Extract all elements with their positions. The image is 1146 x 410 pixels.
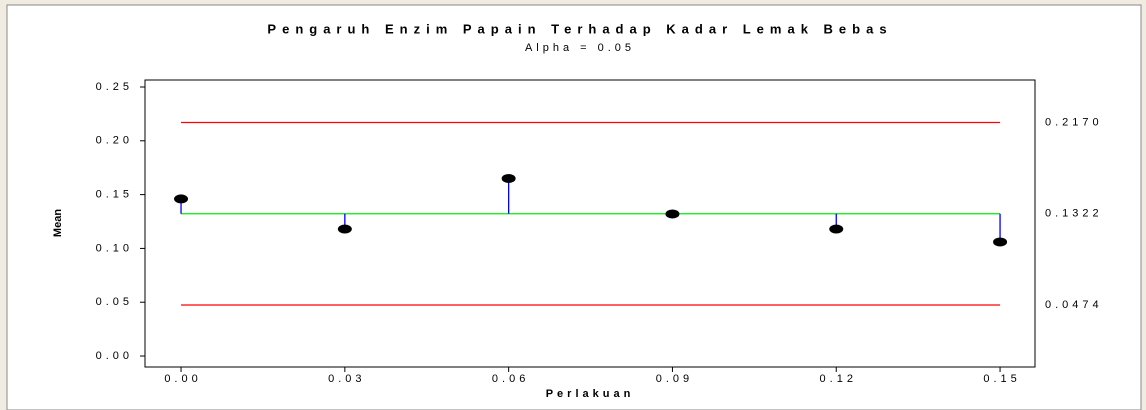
x-tick-label: 0.06 (492, 373, 529, 385)
x-tick-label: 0.00 (164, 373, 201, 385)
y-tick-label: 0.15 (96, 189, 133, 201)
point (993, 237, 1008, 247)
y-axis-label: Mean (52, 209, 64, 237)
x-tick-label: 0.12 (820, 373, 857, 385)
point (665, 209, 680, 219)
point (829, 224, 844, 234)
y-tick-label: 0.25 (96, 81, 133, 93)
point (174, 194, 189, 204)
y-tick-label: 0.10 (96, 242, 133, 254)
center-line-label: 0.1322 (1045, 208, 1103, 220)
y-tick-label: 0.05 (96, 296, 133, 308)
chart-title: Pengaruh Enzim Papain Terhadap Kadar Lem… (267, 21, 892, 36)
plot-area (144, 79, 1036, 368)
chart-subtitle: Alpha = 0.05 (525, 42, 635, 54)
x-tick-label: 0.09 (656, 373, 693, 385)
y-tick-label: 0.20 (96, 135, 133, 147)
decision-limit-label: 0.0474 (1045, 299, 1103, 311)
point (501, 173, 516, 183)
decision-limit-label: 0.2170 (1045, 116, 1103, 128)
y-tick-label: 0.00 (96, 350, 133, 362)
x-tick-label: 0.15 (983, 373, 1020, 385)
x-tick-label: 0.03 (328, 373, 365, 385)
x-axis-label: Perlakuan (546, 388, 635, 400)
point (337, 224, 352, 234)
